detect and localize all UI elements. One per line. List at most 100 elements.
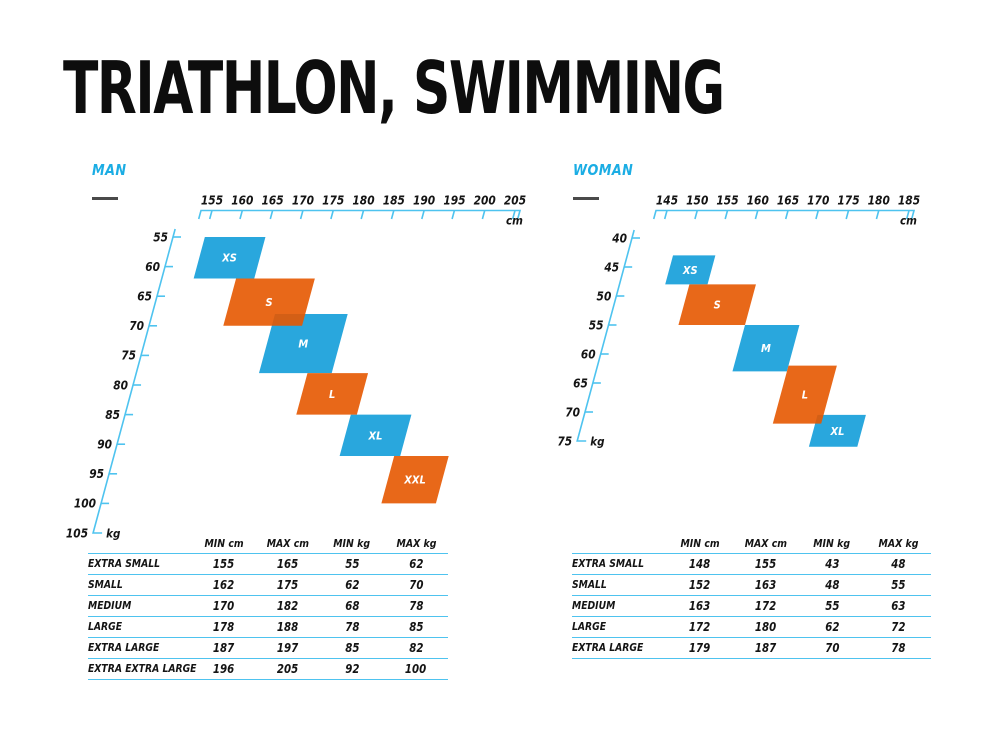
x-axis-tick — [724, 210, 729, 220]
x-axis-tick-label: 170 — [292, 193, 314, 208]
table-cell-value: 187 — [733, 641, 799, 655]
y-axis — [92, 228, 176, 534]
table-cell-value: 178 — [192, 620, 256, 634]
man-title-dash — [92, 197, 118, 200]
size-region-label-xs: XS — [682, 264, 698, 277]
y-axis-tick-label: 80 — [113, 377, 128, 392]
size-region-l — [772, 365, 837, 424]
x-axis-tick — [815, 210, 820, 220]
table-cell-value: 188 — [256, 620, 320, 634]
x-axis-tick-label: 175 — [322, 193, 344, 208]
size-region-label-xs: XS — [221, 252, 237, 265]
table-cell-value: 78 — [865, 641, 931, 655]
table-cell-text: 163 — [689, 599, 711, 613]
table-header-text: MIN kg — [333, 537, 371, 550]
table-cell-value: 172 — [667, 620, 733, 634]
table-cell-text: 85 — [344, 641, 360, 655]
size-region-xl — [808, 414, 866, 447]
table-row-label-text: EXTRA SMALL — [572, 558, 645, 570]
table-cell-text: 196 — [213, 662, 235, 676]
y-axis-unit-label: kg — [590, 435, 604, 449]
table-header-text: MAX kg — [878, 537, 918, 550]
x-axis-tick — [360, 210, 365, 220]
table-cell-value: 172 — [733, 599, 799, 613]
table-cell-value: 100 — [384, 662, 448, 676]
x-axis-tick-label: 175 — [837, 193, 859, 208]
table-row: EXTRA SMALL 148 155 43 48 — [572, 554, 931, 575]
size-region-s — [223, 278, 315, 326]
x-axis-tick-label: 145 — [656, 193, 678, 208]
table-row-label: EXTRA LARGE — [88, 642, 192, 654]
table-cell-value: 85 — [320, 641, 384, 655]
table-header-cell: MAX cm — [256, 537, 320, 550]
table-row-label-text: MEDIUM — [572, 600, 616, 612]
table-cell-text: 155 — [755, 557, 777, 571]
table-cell-value: 163 — [733, 578, 799, 592]
size-region-label-s: S — [714, 299, 721, 312]
x-axis — [197, 209, 522, 220]
table-header-text: MAX cm — [744, 537, 788, 550]
size-region-xs — [665, 255, 716, 285]
table-header-text: MIN cm — [680, 537, 720, 550]
table-row-label-text: SMALL — [88, 579, 123, 591]
x-axis-tick — [784, 210, 789, 220]
table-cell-text: 78 — [890, 641, 906, 655]
x-axis-tick-label: 160 — [747, 193, 769, 208]
table-cell-text: 152 — [689, 578, 711, 592]
table-cell-text: 187 — [755, 641, 777, 655]
table-cell-value: 82 — [384, 641, 448, 655]
y-axis-tick-label: 60 — [581, 346, 596, 361]
y-axis-tick-label: 45 — [603, 259, 619, 274]
size-region-label-m: M — [298, 338, 308, 351]
table-cell-text: 170 — [213, 599, 235, 613]
table-row-label-text: LARGE — [572, 621, 607, 633]
table-row-label-text: EXTRA LARGE — [88, 642, 160, 654]
size-region-m — [258, 313, 348, 374]
table-header-row: MIN cm MAX cm MIN kg MAX kg — [572, 534, 931, 554]
x-axis-tick — [208, 210, 213, 220]
table-cell-text: 48 — [890, 557, 906, 571]
table-header-text: MAX cm — [266, 537, 310, 550]
x-axis-tick — [390, 210, 395, 220]
table-row: MEDIUM 163 172 55 63 — [572, 596, 931, 617]
size-region-l — [296, 373, 369, 415]
x-axis-tick-label: 180 — [868, 193, 890, 208]
table-header-cell: MIN cm — [192, 537, 256, 550]
size-region-label-xl: XL — [829, 425, 844, 438]
table-cell-text: 163 — [755, 578, 777, 592]
table-cell-value: 70 — [384, 578, 448, 592]
table-cell-value: 78 — [384, 599, 448, 613]
woman-title-dash — [573, 197, 599, 200]
x-axis-tick-label: 195 — [443, 193, 465, 208]
table-cell-value: 48 — [799, 578, 865, 592]
x-axis-tick-label: 150 — [686, 193, 708, 208]
y-axis-tick-label: 65 — [573, 375, 588, 390]
size-region-xs — [193, 237, 266, 279]
size-region-label-s: S — [266, 297, 273, 310]
y-axis-tick-label: 55 — [153, 229, 168, 244]
man-chart: 155 160 165 170 175 180 185 190 195 200 205 cm 55 60 6… — [66, 193, 526, 541]
x-axis-tick-label: 185 — [383, 193, 405, 208]
y-axis-tick-label: 55 — [589, 317, 604, 332]
table-cell-text: 165 — [277, 557, 299, 571]
table-cell-text: 155 — [213, 557, 235, 571]
table-cell-value: 182 — [256, 599, 320, 613]
table-row: MEDIUM 170 182 68 78 — [88, 596, 448, 617]
table-cell-text: 78 — [408, 599, 424, 613]
table-header-cell: MIN kg — [799, 537, 865, 550]
table-row: EXTRA EXTRA LARGE 196 205 92 100 — [88, 659, 448, 680]
table-cell-value: 180 — [733, 620, 799, 634]
table-cell-text: 68 — [344, 599, 360, 613]
table-cell-value: 92 — [320, 662, 384, 676]
table-row-label-text: SMALL — [572, 579, 607, 591]
x-axis-tick-label: 155 — [716, 193, 738, 208]
table-cell-text: 180 — [755, 620, 777, 634]
table-cell-value: 196 — [192, 662, 256, 676]
table-row: LARGE 178 188 78 85 — [88, 617, 448, 638]
table-cell-value: 205 — [256, 662, 320, 676]
size-region-m — [732, 325, 800, 372]
table-cell-text: 55 — [344, 557, 360, 571]
table-cell-text: 148 — [689, 557, 711, 571]
table-cell-value: 170 — [192, 599, 256, 613]
x-axis-tick-label: 185 — [898, 193, 920, 208]
